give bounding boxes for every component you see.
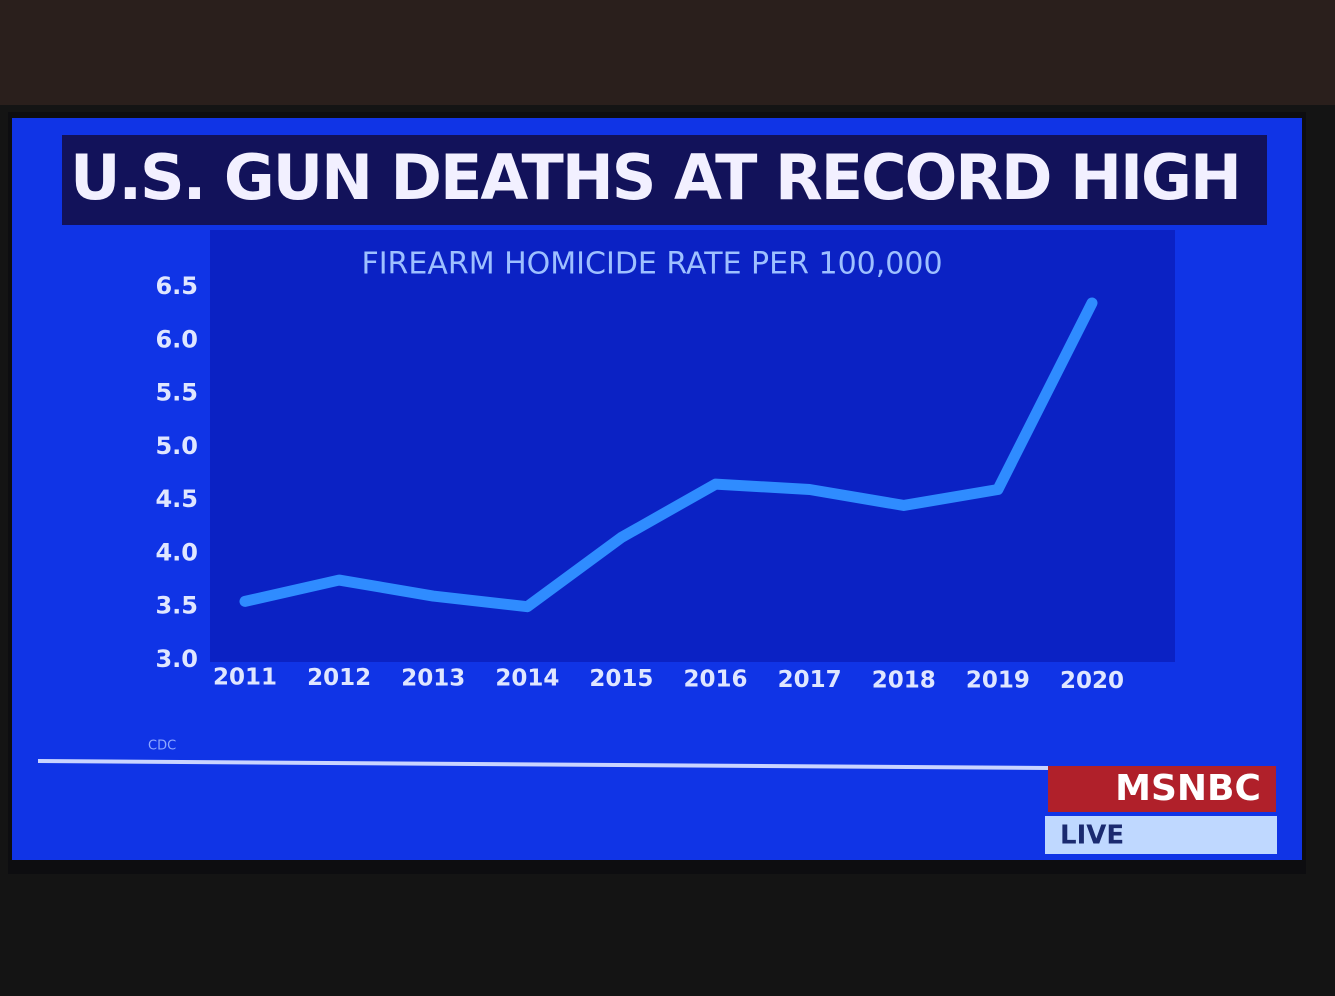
x-tick-label: 2014	[495, 666, 559, 692]
source-label: CDC	[148, 739, 176, 754]
y-tick-label: 3.5	[155, 592, 198, 620]
wall	[0, 0, 1335, 105]
chart-title: U.S. GUN DEATHS AT RECORD HIGH	[70, 141, 1240, 214]
x-tick-label: 2015	[589, 666, 653, 692]
plot-area	[210, 230, 1175, 662]
y-tick-label: 5.5	[155, 379, 198, 407]
live-box	[1045, 816, 1277, 854]
chart-subtitle: FIREARM HOMICIDE RATE PER 100,000	[361, 247, 942, 282]
y-tick-label: 6.0	[155, 325, 198, 353]
x-tick-label: 2011	[213, 665, 277, 691]
x-tick-label: 2012	[307, 665, 371, 691]
y-tick-label: 5.0	[155, 432, 198, 460]
y-tick-label: 4.5	[155, 485, 198, 513]
title-banner	[62, 135, 1267, 225]
x-tick-label: 2013	[401, 665, 465, 691]
progress-bar	[37, 759, 1049, 770]
x-tick-label: 2016	[684, 667, 748, 693]
x-tick-label: 2018	[872, 667, 936, 693]
x-tick-label: 2017	[778, 667, 842, 693]
y-tick-label: 6.5	[155, 272, 198, 300]
plot: 3.0 3.5 4.0 4.5 5.0 5.5 6.0 6.5 2011 2012 2013 2014…	[155, 272, 1124, 694]
logo-box	[1048, 766, 1276, 812]
x-tick-label: 2020	[1060, 668, 1124, 694]
data-line	[239, 297, 1098, 613]
x-tick-label: 2019	[966, 668, 1030, 694]
live-label: LIVE	[1060, 821, 1124, 851]
y-tick-label: 3.0	[155, 645, 198, 673]
network-logo: MSNBC	[1115, 768, 1261, 809]
y-tick-label: 4.0	[155, 538, 198, 566]
